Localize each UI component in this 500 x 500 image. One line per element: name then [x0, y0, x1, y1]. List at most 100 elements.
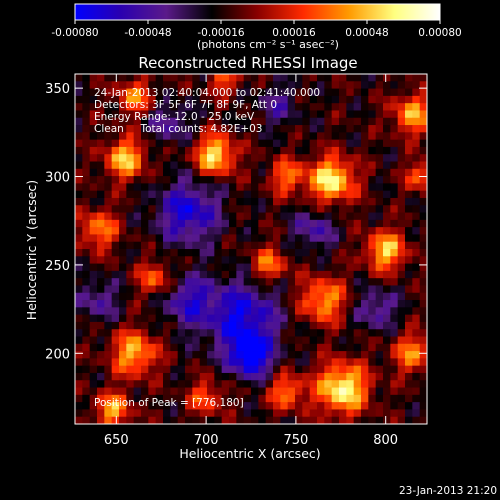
heatmap-cell: [126, 307, 135, 316]
heatmap-cell: [155, 336, 164, 345]
heatmap-cell: [309, 110, 318, 119]
heatmap-cell: [126, 88, 135, 97]
heatmap-cell: [111, 300, 120, 308]
heatmap-cell: [412, 161, 421, 170]
heatmap-cell: [207, 139, 215, 148]
heatmap-cell: [133, 278, 142, 286]
heatmap-cell: [111, 372, 120, 381]
heatmap-cell: [273, 365, 281, 374]
heatmap-cell: [155, 103, 164, 111]
heatmap-cell: [412, 387, 421, 396]
heatmap-cell: [75, 219, 83, 228]
heatmap-cell: [295, 394, 303, 403]
heatmap-cell: [375, 394, 384, 403]
heatmap-cell: [265, 278, 274, 286]
heatmap-cell: [75, 256, 83, 264]
heatmap-cell: [309, 219, 318, 228]
heatmap-cell: [111, 139, 120, 148]
heatmap-cell: [170, 343, 179, 352]
heatmap-cell: [295, 249, 303, 257]
heatmap-cell: [339, 139, 347, 148]
heatmap-cell: [324, 300, 333, 308]
heatmap-cell: [89, 117, 98, 126]
heatmap-cell: [251, 197, 259, 206]
heatmap-cell: [324, 365, 333, 374]
heatmap-cell: [383, 416, 391, 425]
heatmap-cell: [361, 161, 369, 170]
x-tick-label: 700: [194, 433, 219, 448]
heatmap-cell: [236, 88, 245, 97]
heatmap-cell: [185, 307, 193, 316]
heatmap-cell: [317, 88, 325, 97]
heatmap-cell: [295, 270, 303, 279]
heatmap-cell: [97, 154, 105, 162]
annotation-clean-counts: Clean Total counts: 4.82E+03: [94, 123, 263, 135]
heatmap-cell: [361, 249, 369, 257]
heatmap-cell: [141, 74, 149, 82]
heatmap-cell: [133, 416, 142, 425]
heatmap-cell: [75, 270, 83, 279]
heatmap-cell: [302, 132, 311, 141]
heatmap-cell: [221, 416, 230, 425]
heatmap-cell: [405, 154, 413, 162]
heatmap-cell: [133, 132, 142, 141]
heatmap-cell: [82, 117, 91, 126]
heatmap-cell: [375, 95, 384, 104]
heatmap-cell: [309, 81, 318, 89]
heatmap-cell: [258, 270, 267, 279]
heatmap-cell: [119, 372, 127, 381]
heatmap-cell: [148, 270, 157, 279]
heatmap-cell: [229, 110, 237, 119]
heatmap-cell: [82, 321, 91, 330]
heatmap-cell: [361, 197, 369, 206]
heatmap-cell: [236, 212, 245, 221]
heatmap-cell: [258, 321, 267, 330]
heatmap-cell: [207, 234, 215, 243]
heatmap-cell: [82, 372, 91, 381]
heatmap-cell: [243, 300, 252, 308]
heatmap-cell: [258, 125, 267, 133]
heatmap-cell: [397, 88, 406, 97]
heatmap-cell: [412, 402, 421, 410]
heatmap-cell: [324, 241, 333, 250]
heatmap-cell: [390, 307, 399, 316]
heatmap-cell: [229, 227, 237, 235]
heatmap-cell: [317, 117, 325, 126]
heatmap-cell: [89, 307, 98, 316]
heatmap-cell: [375, 227, 384, 235]
heatmap-cell: [141, 278, 149, 286]
heatmap-cell: [251, 416, 259, 425]
heatmap-cell: [375, 176, 384, 184]
heatmap-cell: [221, 300, 230, 308]
heatmap-cell: [324, 74, 333, 82]
heatmap-cell: [199, 416, 208, 425]
heatmap-cell: [229, 300, 237, 308]
heatmap-cell: [243, 263, 252, 272]
heatmap-cell: [97, 300, 105, 308]
heatmap-cell: [243, 365, 252, 374]
heatmap-cell: [126, 300, 135, 308]
heatmap-cell: [397, 125, 406, 133]
heatmap-cell: [126, 183, 135, 192]
heatmap-cell: [214, 212, 223, 221]
heatmap-cell: [104, 161, 113, 170]
heatmap-cell: [177, 314, 186, 323]
heatmap-cell: [199, 183, 208, 192]
heatmap-cell: [419, 402, 428, 410]
heatmap-cell: [324, 351, 333, 359]
heatmap-cell: [251, 234, 259, 243]
heatmap-cell: [243, 190, 252, 199]
heatmap-cell: [148, 95, 157, 104]
heatmap-cell: [199, 351, 208, 359]
heatmap-cell: [317, 394, 325, 403]
heatmap-cell: [302, 241, 311, 250]
heatmap-cell: [346, 88, 355, 97]
heatmap-cell: [346, 336, 355, 345]
heatmap-cell: [419, 132, 428, 141]
heatmap-cell: [251, 270, 259, 279]
heatmap-cell: [383, 351, 391, 359]
heatmap-cell: [339, 183, 347, 192]
heatmap-cell: [97, 358, 105, 367]
heatmap-cell: [397, 249, 406, 257]
